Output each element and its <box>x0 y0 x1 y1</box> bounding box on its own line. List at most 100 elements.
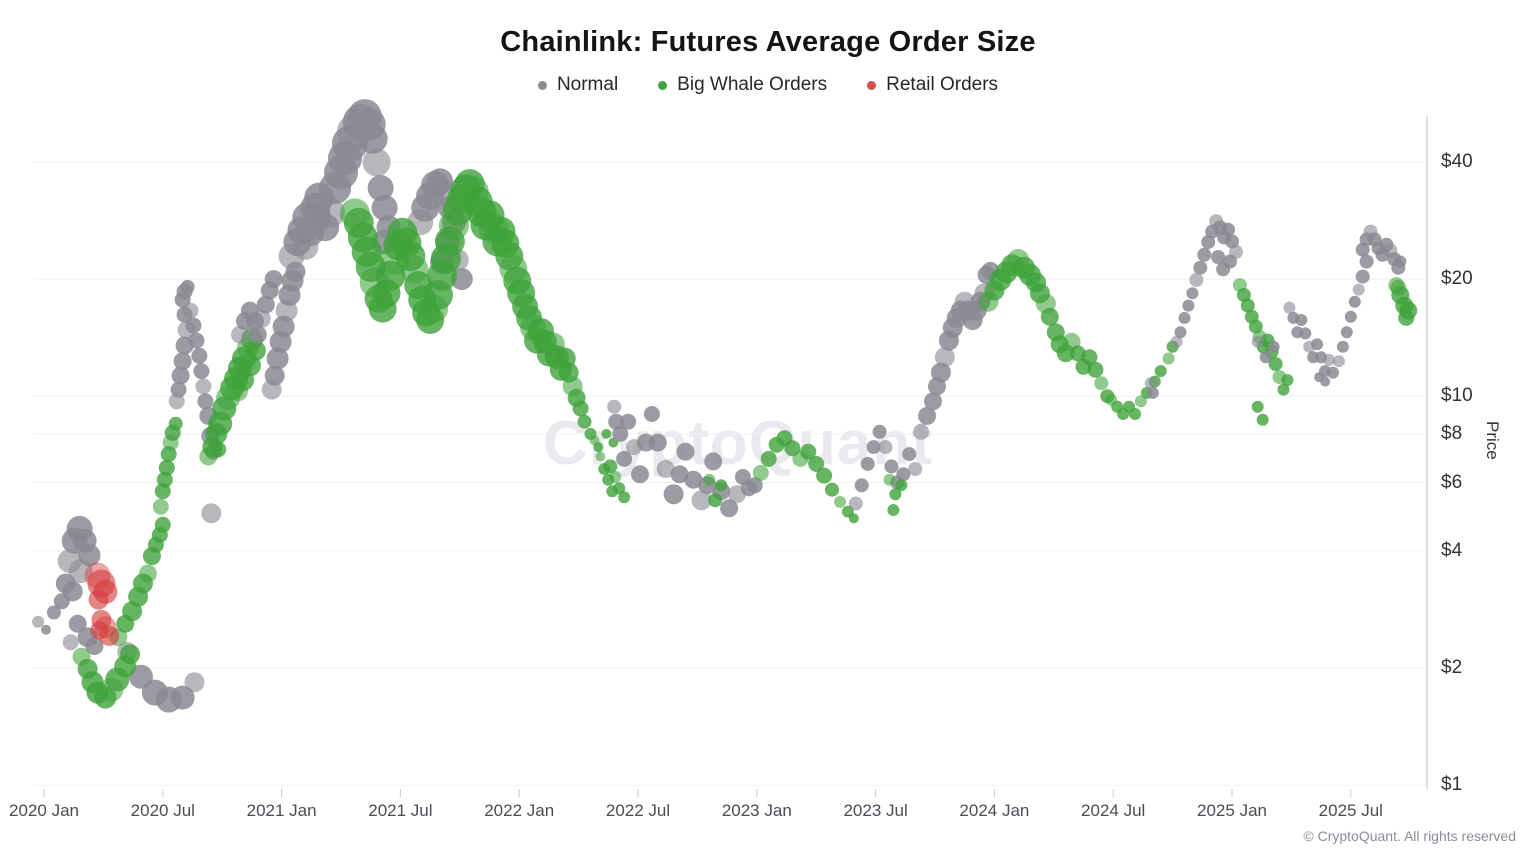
data-point-normal <box>1340 326 1353 339</box>
data-point-normal <box>1352 283 1365 296</box>
data-point-normal <box>201 503 222 524</box>
data-point-normal <box>170 685 195 710</box>
data-point-normal <box>1394 255 1407 268</box>
data-point-normal <box>1178 311 1191 324</box>
legend-item-normal[interactable]: Normal <box>537 74 618 96</box>
data-point-normal <box>631 465 649 484</box>
data-point-normal <box>1174 326 1187 339</box>
data-point-normal <box>934 347 955 368</box>
data-point-whale <box>703 473 716 486</box>
data-point-normal <box>860 456 875 471</box>
data-point-whale <box>887 504 900 516</box>
data-point-whale <box>715 479 728 492</box>
data-point-normal <box>676 442 695 461</box>
data-point-normal <box>896 467 911 482</box>
data-point-whale <box>816 467 833 484</box>
data-point-normal <box>1211 250 1226 264</box>
data-point-normal <box>362 148 391 177</box>
x-tick-label: 2023 Jul <box>843 801 908 820</box>
data-point-whale <box>1240 298 1255 313</box>
data-point-whale <box>1256 413 1269 426</box>
data-point-normal <box>1170 335 1183 348</box>
data-point-normal <box>930 362 951 383</box>
data-point-normal <box>884 459 899 474</box>
data-point-whale <box>593 442 604 453</box>
data-point-whale <box>618 491 631 504</box>
data-point-whale <box>883 473 896 486</box>
y-tick-label: $1 <box>1441 774 1463 796</box>
y-axis-title: Price <box>1483 421 1502 460</box>
data-point-normal <box>1146 386 1159 399</box>
data-point-normal <box>191 347 208 364</box>
data-point-whale <box>577 414 592 429</box>
data-point-normal <box>173 352 192 371</box>
data-point-normal <box>252 309 271 328</box>
data-point-whale <box>613 482 626 495</box>
data-point-normal <box>1323 353 1335 366</box>
legend-item-retail[interactable]: Retail Orders <box>867 74 998 96</box>
x-tick-label: 2022 Jan <box>484 801 555 820</box>
data-point-whale <box>760 450 777 467</box>
legend-label: Big Whale Orders <box>677 74 828 95</box>
data-point-normal <box>264 270 283 289</box>
data-point-normal <box>1225 234 1239 249</box>
data-point-normal <box>720 499 739 518</box>
y-tick-label: $6 <box>1441 471 1463 493</box>
y-tick-label: $8 <box>1441 422 1463 444</box>
data-point-whale <box>889 488 902 501</box>
data-point-whale <box>168 416 183 431</box>
x-tick-label: 2024 Jul <box>1081 801 1146 820</box>
data-point-normal <box>616 450 633 467</box>
data-point-normal <box>1359 254 1374 269</box>
data-point-normal <box>197 393 214 410</box>
x-tick-label: 2024 Jan <box>959 801 1030 820</box>
legend-item-whale[interactable]: Big Whale Orders <box>658 74 827 96</box>
y-tick-label: $2 <box>1441 657 1463 679</box>
data-point-normal <box>1283 301 1296 314</box>
data-point-normal <box>264 365 285 386</box>
data-point-normal <box>704 452 723 471</box>
data-point-normal <box>68 559 93 584</box>
data-point-normal <box>182 302 199 319</box>
legend-label: Retail Orders <box>886 74 999 95</box>
data-point-normal <box>1311 338 1324 351</box>
data-point-normal <box>185 317 202 334</box>
y-tick-label: $20 <box>1441 268 1473 290</box>
data-point-normal <box>371 194 398 221</box>
data-point-normal <box>1197 247 1212 262</box>
data-point-whale <box>1236 288 1251 302</box>
x-tick-label: 2022 Jul <box>605 801 671 820</box>
data-point-retail <box>88 589 109 610</box>
legend-dot-whale-icon <box>658 80 668 90</box>
data-point-whale <box>1081 349 1098 366</box>
data-point-normal <box>918 406 937 425</box>
data-point-normal <box>1267 340 1280 353</box>
x-tick-label: 2023 Jan <box>721 801 792 820</box>
data-point-whale <box>808 455 825 472</box>
x-tick-label: 2025 Jul <box>1318 801 1383 820</box>
data-point-whale <box>825 482 839 497</box>
data-point-normal <box>1259 351 1272 364</box>
data-point-whale <box>1281 374 1294 387</box>
data-point-normal <box>315 197 346 228</box>
data-point-whale <box>1094 376 1109 391</box>
y-tick-label: $40 <box>1441 151 1473 172</box>
data-point-normal <box>1144 377 1157 390</box>
data-point-normal <box>663 484 684 505</box>
data-point-normal <box>180 279 195 294</box>
data-point-normal <box>620 413 637 430</box>
x-tick-label: 2020 Jan <box>9 801 79 820</box>
x-tick-label: 2021 Jul <box>368 801 433 820</box>
data-point-normal <box>872 424 887 439</box>
data-point-normal <box>684 470 703 489</box>
data-point-normal <box>1189 272 1204 287</box>
data-point-whale <box>752 464 769 481</box>
data-point-whale <box>1162 352 1175 365</box>
data-point-normal <box>608 413 625 430</box>
data-point-normal <box>746 477 763 494</box>
data-point-normal <box>648 433 667 452</box>
data-point-normal <box>1295 314 1308 326</box>
data-point-whale <box>158 459 175 476</box>
data-point-normal <box>62 634 79 651</box>
